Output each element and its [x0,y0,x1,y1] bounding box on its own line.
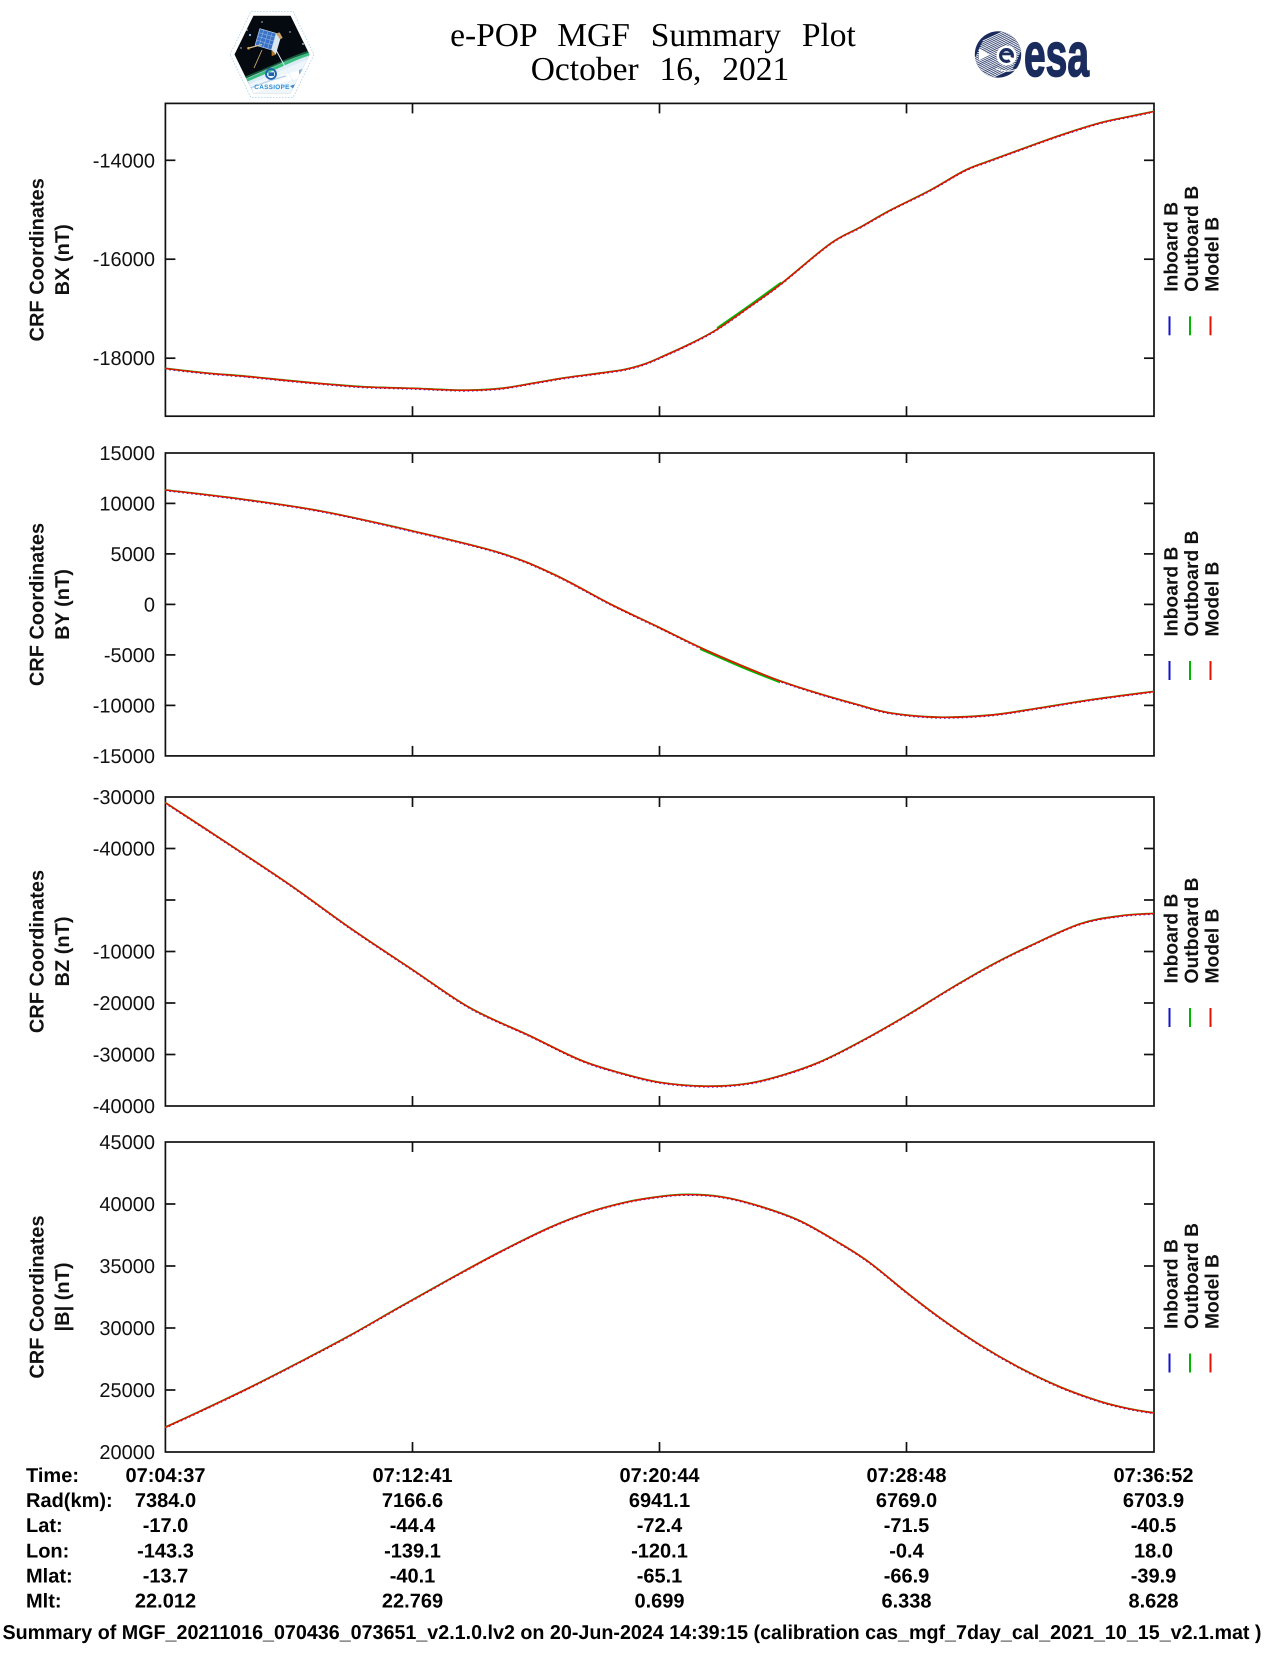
svg-text:22.012: 22.012 [135,1591,196,1613]
svg-text:-66.9: -66.9 [884,1565,930,1587]
svg-text:Model B: Model B [1203,1254,1224,1329]
svg-text:7384.0: 7384.0 [135,1490,196,1512]
svg-text:30000: 30000 [99,1318,155,1340]
svg-text:Mlt:: Mlt: [26,1591,62,1613]
svg-text:Inboard B: Inboard B [1162,546,1183,636]
svg-text:CRF Coordinates: CRF Coordinates [27,178,49,341]
svg-text:Model B: Model B [1203,217,1224,292]
svg-text:0: 0 [144,594,155,616]
svg-text:BY (nT): BY (nT) [52,569,74,640]
svg-text:-0.4: -0.4 [889,1540,924,1562]
svg-text:-20000: -20000 [93,993,155,1015]
svg-text:Inboard B: Inboard B [1162,202,1183,292]
svg-text:40000: 40000 [99,1194,155,1216]
svg-text:-44.4: -44.4 [390,1515,436,1537]
svg-text:Model B: Model B [1203,908,1224,983]
svg-text:5000: 5000 [111,544,156,566]
svg-text:Rad(km):: Rad(km): [26,1490,113,1512]
svg-text:esa: esa [1024,21,1089,90]
svg-text:07:28:48: 07:28:48 [866,1465,946,1487]
svg-text:-13.7: -13.7 [143,1565,189,1587]
svg-text:BZ (nT): BZ (nT) [52,917,74,987]
svg-text:-143.3: -143.3 [137,1540,194,1562]
svg-text:CRF Coordinates: CRF Coordinates [27,1215,49,1378]
svg-text:-120.1: -120.1 [631,1540,688,1562]
svg-text:-5000: -5000 [104,645,155,667]
svg-text:Outboard B: Outboard B [1182,877,1203,983]
svg-text:15000: 15000 [99,443,155,465]
svg-text:|B| (nT): |B| (nT) [52,1263,74,1332]
svg-text:20000: 20000 [99,1442,155,1464]
svg-text:-14000: -14000 [93,150,155,172]
svg-text:-39.9: -39.9 [1131,1565,1177,1587]
svg-text:6.338: 6.338 [881,1591,931,1613]
svg-text:-10000: -10000 [93,695,155,717]
svg-text:Outboard B: Outboard B [1182,186,1203,292]
svg-text:-16000: -16000 [93,249,155,271]
svg-text:-40000: -40000 [93,1096,155,1118]
svg-text:CRF Coordinates: CRF Coordinates [27,870,49,1033]
svg-text:22.769: 22.769 [382,1591,443,1613]
svg-text:25000: 25000 [99,1380,155,1402]
svg-text:07:12:41: 07:12:41 [372,1465,452,1487]
svg-text:Time:: Time: [26,1465,79,1487]
svg-text:Inboard B: Inboard B [1162,893,1183,983]
svg-text:Outboard B: Outboard B [1182,530,1203,636]
svg-text:35000: 35000 [99,1256,155,1278]
svg-text:-40000: -40000 [93,839,155,861]
svg-text:-71.5: -71.5 [884,1515,930,1537]
svg-text:BX (nT): BX (nT) [52,224,74,295]
svg-text:45000: 45000 [99,1132,155,1154]
svg-text:-18000: -18000 [93,348,155,370]
svg-text:Outboard B: Outboard B [1182,1223,1203,1329]
svg-text:-17.0: -17.0 [143,1515,189,1537]
svg-text:6769.0: 6769.0 [876,1490,937,1512]
svg-text:October 16, 2021: October 16, 2021 [531,51,790,88]
svg-text:-30000: -30000 [93,787,155,809]
svg-text:Mlat:: Mlat: [26,1565,73,1587]
svg-text:-15000: -15000 [93,746,155,768]
svg-text:e-POP MGF Summary Plot: e-POP MGF Summary Plot [450,17,856,54]
svg-text:07:36:52: 07:36:52 [1113,1465,1193,1487]
svg-text:-40.5: -40.5 [1131,1515,1177,1537]
svg-text:8.628: 8.628 [1128,1591,1178,1613]
svg-text:Lon:: Lon: [26,1540,69,1562]
svg-text:Lat:: Lat: [26,1515,63,1537]
svg-text:-139.1: -139.1 [384,1540,441,1562]
svg-text:Inboard B: Inboard B [1162,1239,1183,1329]
svg-text:-30000: -30000 [93,1045,155,1067]
svg-text:07:20:44: 07:20:44 [619,1465,700,1487]
svg-text:-65.1: -65.1 [637,1565,683,1587]
svg-text:Model B: Model B [1203,561,1224,636]
svg-text:CASSIOPE: CASSIOPE [254,84,290,91]
svg-text:-72.4: -72.4 [637,1515,683,1537]
svg-text:-10000: -10000 [93,942,155,964]
svg-text:07:04:37: 07:04:37 [125,1465,205,1487]
svg-text:CRF Coordinates: CRF Coordinates [27,523,49,686]
svg-text:6703.9: 6703.9 [1123,1490,1184,1512]
svg-text:-40.1: -40.1 [390,1565,436,1587]
svg-text:7166.6: 7166.6 [382,1490,443,1512]
svg-text:6941.1: 6941.1 [629,1490,690,1512]
svg-text:0.699: 0.699 [634,1591,684,1613]
svg-text:Summary of MGF_20211016_070436: Summary of MGF_20211016_070436_073651_v2… [3,1622,1262,1644]
svg-text:18.0: 18.0 [1134,1540,1173,1562]
svg-text:10000: 10000 [99,493,155,515]
